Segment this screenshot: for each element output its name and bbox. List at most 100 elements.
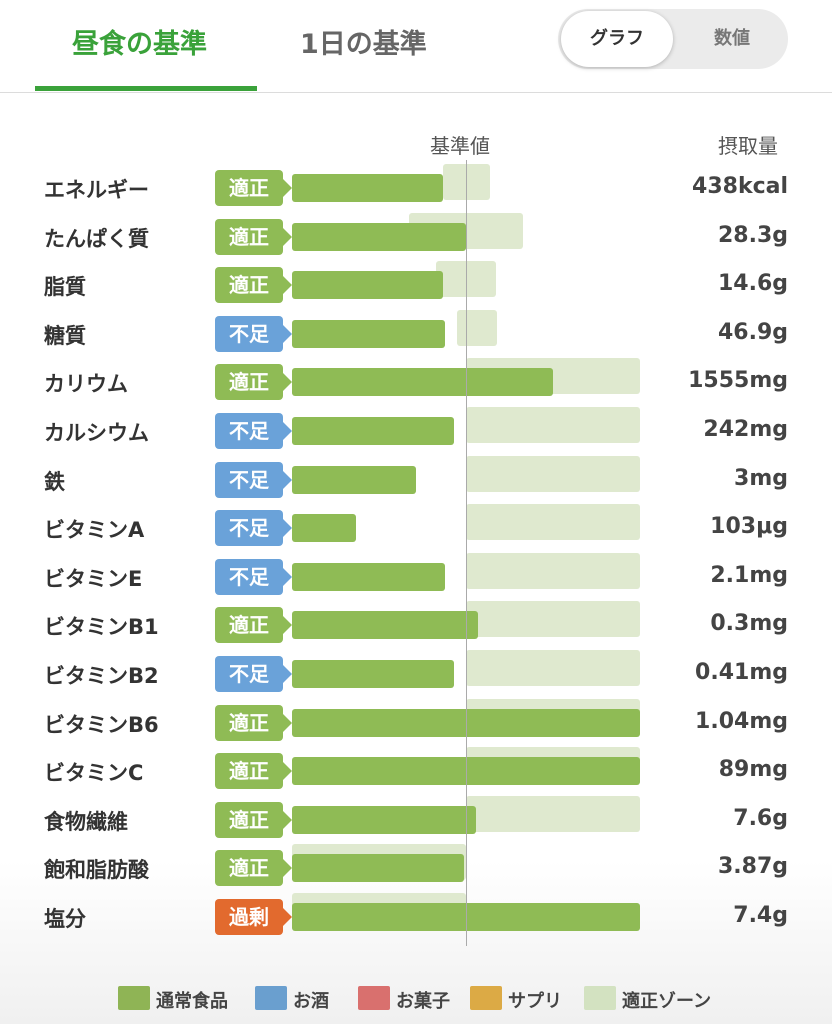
intake-bar: [292, 368, 553, 397]
nutrient-row: ビタミンE 不足 2.1mg: [0, 552, 832, 595]
nutrient-name: 脂質: [44, 275, 86, 300]
intake-value: 7.6g: [733, 805, 788, 831]
intake-bar: [292, 514, 357, 543]
tab-daily-standard[interactable]: 1日の基準: [300, 29, 427, 60]
nutrient-name: カルシウム: [44, 421, 149, 445]
status-badge: 不足: [215, 461, 292, 498]
intake-bar: [292, 854, 465, 883]
status-badge: 適正: [215, 218, 292, 255]
optimal-zone-band: [457, 309, 498, 346]
header: 昼食の基準 1日の基準 グラフ 数値: [0, 0, 832, 93]
legend-swatch: [358, 986, 390, 1010]
status-badge: 不足: [215, 510, 292, 547]
status-badge: 適正: [215, 850, 292, 887]
status-badge: 適正: [215, 170, 292, 206]
toggle-graph-button[interactable]: グラフ: [561, 11, 673, 67]
intake-bar: [292, 271, 444, 300]
toggle-numbers-button[interactable]: 数値: [714, 28, 750, 49]
intake-bar: [292, 319, 446, 348]
intake-bar: [292, 805, 477, 834]
nutrient-row: 脂質 適正 14.6g: [0, 261, 832, 304]
legend-swatch: [255, 986, 287, 1010]
status-badge: 不足: [215, 656, 292, 692]
nutrient-row: ビタミンB2 不足 0.41mg: [0, 650, 832, 692]
nutrient-row: ビタミンB6 適正 1.04mg: [0, 698, 832, 741]
legend-label: お菓子: [396, 991, 450, 1012]
intake-value: 242mg: [703, 417, 788, 442]
nutrient-name: 糖質: [44, 323, 86, 348]
optimal-zone-band: [466, 504, 640, 541]
legend-swatch: [118, 986, 150, 1010]
optimal-zone-band: [466, 407, 640, 443]
nutrient-row: カルシウム 不足 242mg: [0, 407, 832, 449]
intake-bar: [292, 222, 466, 251]
nutrient-row: たんぱく質 適正 28.3g: [0, 212, 832, 255]
intake-header: 摂取量: [718, 134, 778, 158]
legend-label: 適正ゾーン: [622, 991, 712, 1012]
view-toggle: グラフ 数値: [558, 9, 788, 69]
optimal-zone-band: [466, 552, 640, 589]
nutrient-row: 鉄 不足 3mg: [0, 455, 832, 498]
optimal-zone-band: [436, 261, 496, 298]
intake-bar: [292, 174, 444, 202]
intake-value: 1555mg: [688, 368, 788, 394]
status-badge: 適正: [215, 801, 292, 838]
status-badge: 適正: [215, 267, 292, 304]
status-badge: 適正: [215, 753, 292, 790]
intake-bar: [292, 562, 446, 591]
nutrient-name: 飽和脂肪酸: [44, 858, 149, 883]
legend-label: 通常食品: [156, 991, 228, 1012]
active-tab-indicator: [35, 86, 257, 91]
nutrient-name: 鉄: [44, 469, 65, 494]
status-badge: 適正: [215, 607, 292, 644]
nutrient-row: ビタミンC 適正 89mg: [0, 747, 832, 790]
intake-bar: [292, 660, 454, 688]
legend-label: お酒: [293, 991, 329, 1012]
reference-line: [466, 160, 467, 946]
intake-bar: [292, 465, 416, 494]
nutrient-name: 食物繊維: [44, 809, 128, 834]
intake-value: 1.04mg: [695, 708, 788, 734]
nutrient-name: ビタミンA: [44, 518, 145, 543]
nutrient-row: 糖質 不足 46.9g: [0, 309, 832, 352]
intake-value: 7.4g: [733, 903, 788, 928]
status-badge: 適正: [215, 364, 292, 401]
status-badge: 適正: [215, 704, 292, 741]
optimal-zone-band: [466, 455, 640, 492]
nutrient-name: ビタミンB6: [44, 712, 159, 737]
intake-value: 28.3g: [717, 222, 788, 248]
nutrient-row: カリウム 適正 1555mg: [0, 358, 832, 401]
legend-label: サプリ: [508, 991, 562, 1012]
legend-swatch: [584, 986, 616, 1010]
nutrient-row: 塩分 過剰 7.4g: [0, 893, 832, 935]
nutrient-row: ビタミンA 不足 103μg: [0, 504, 832, 547]
intake-value: 0.41mg: [695, 660, 788, 685]
intake-value: 14.6g: [717, 271, 788, 297]
nutrient-row: 食物繊維 適正 7.6g: [0, 795, 832, 838]
intake-value: 0.3mg: [710, 611, 788, 637]
tab-meal-standard[interactable]: 昼食の基準: [72, 29, 207, 60]
status-badge: 不足: [215, 558, 292, 595]
nutrient-row: ビタミンB1 適正 0.3mg: [0, 601, 832, 644]
status-badge: 過剰: [215, 899, 292, 935]
intake-value: 438kcal: [692, 174, 788, 199]
nutrient-name: 塩分: [44, 907, 86, 931]
nutrient-name: たんぱく質: [44, 226, 149, 251]
status-badge: 不足: [215, 413, 292, 449]
intake-value: 3mg: [734, 465, 788, 491]
optimal-zone-band: [466, 601, 640, 638]
intake-value: 89mg: [718, 757, 788, 783]
intake-bar: [292, 611, 479, 640]
nutrient-name: ビタミンB1: [44, 615, 159, 640]
nutrient-row: 飽和脂肪酸 適正 3.87g: [0, 844, 832, 887]
reference-value-header: 基準値: [430, 134, 490, 158]
nutrient-chart: エネルギー 適正 438kcal たんぱく質 適正 28.3g 脂質 適正 14.6g 糖質 不足 4…: [0, 120, 832, 960]
legend: 通常食品 お酒 お菓子 サプリ 適正ゾーン: [118, 985, 738, 1012]
nutrient-row: エネルギー 適正 438kcal: [0, 164, 832, 206]
legend-swatch: [470, 986, 502, 1010]
nutrient-name: ビタミンC: [44, 761, 144, 786]
nutrient-name: カリウム: [44, 372, 128, 397]
optimal-zone-band: [466, 650, 640, 686]
nutrient-name: エネルギー: [44, 178, 149, 202]
intake-value: 3.87g: [717, 854, 788, 880]
